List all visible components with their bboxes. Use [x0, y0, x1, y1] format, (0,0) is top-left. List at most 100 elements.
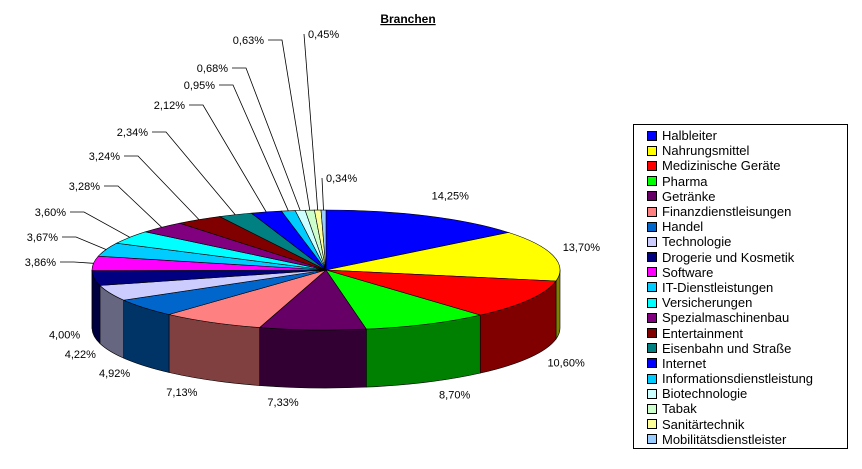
data-label: 3,86% — [25, 257, 56, 269]
legend-item: Entertainment — [647, 325, 847, 341]
legend-label: Halbleiter — [662, 128, 717, 144]
pie-slices — [91, 209, 561, 331]
legend-item: Finanzdienstleisungen — [647, 204, 847, 219]
legend-label: Software — [662, 264, 714, 280]
leader-line — [124, 155, 200, 220]
legend-label: Internet — [662, 355, 707, 371]
legend-swatch — [647, 312, 657, 323]
legend-swatch — [647, 145, 657, 156]
legend-label: Eisenbahn und Straße — [662, 340, 792, 356]
legend-label: Medizinische Geräte — [662, 158, 781, 174]
chart-title: Branchen — [380, 12, 435, 26]
data-label: 8,70% — [439, 389, 470, 401]
legend-swatch — [647, 373, 657, 384]
legend-swatch — [647, 282, 657, 293]
legend-swatch — [647, 343, 657, 354]
data-label: 0,68% — [197, 63, 228, 75]
slice-side — [259, 327, 367, 389]
leader-line — [104, 185, 162, 228]
leader-line — [219, 84, 289, 211]
legend-label: Pharma — [662, 173, 708, 189]
legend-label: Tabak — [662, 401, 697, 417]
legend-label: Technologie — [662, 234, 732, 250]
legend-item: Medizinische Geräte — [647, 158, 847, 173]
leader-line — [70, 211, 130, 238]
leader-line — [60, 261, 94, 264]
legend-item: Spezialmaschinenbau — [647, 310, 847, 325]
data-label: 10,60% — [547, 358, 585, 370]
legend-item: Eisenbahn und Straße — [647, 341, 847, 356]
legend-item: Tabak — [647, 401, 847, 416]
leader-line — [152, 131, 236, 215]
legend-item: Informationsdienstleistung — [647, 371, 847, 386]
leader-line — [62, 236, 107, 250]
data-label: 0,95% — [184, 80, 215, 92]
legend-label: Informationsdienstleistung — [662, 371, 814, 387]
data-label: 3,24% — [89, 151, 120, 163]
pie-slice-4 — [325, 269, 482, 330]
legend-swatch — [647, 176, 657, 187]
data-label: 2,34% — [117, 127, 148, 139]
leader-line — [232, 67, 301, 211]
legend-item: Versicherungen — [647, 295, 847, 310]
legend-swatch — [647, 328, 657, 339]
legend-swatch — [647, 267, 657, 278]
legend-swatch — [647, 358, 657, 369]
data-label: 2,12% — [154, 100, 185, 112]
pie-slice-3 — [325, 269, 557, 316]
legend-item: Pharma — [647, 174, 847, 189]
legend-item: IT-Dienstleistungen — [647, 280, 847, 295]
legend-label: Nahrungsmittel — [662, 143, 750, 159]
leader-line — [321, 177, 324, 211]
pie-slice-2 — [325, 232, 561, 282]
data-label: 7,13% — [166, 387, 197, 399]
data-label: 4,92% — [99, 368, 130, 380]
data-label: 3,60% — [35, 207, 66, 219]
legend-item: Halbleiter — [647, 128, 847, 143]
legend-label: Handel — [662, 219, 704, 235]
pie-slice-1 — [325, 209, 510, 271]
legend: Halbleiter Nahrungsmittel Medizinische Ger… — [633, 124, 848, 449]
legend-label: IT-Dienstleistungen — [662, 279, 774, 295]
legend-swatch — [647, 236, 657, 247]
data-label: 3,67% — [27, 232, 58, 244]
legend-item: Getränke — [647, 189, 847, 204]
legend-item: Software — [647, 265, 847, 280]
legend-swatch — [647, 160, 657, 171]
pie-sides — [91, 269, 561, 389]
data-label: 4,00% — [49, 330, 80, 342]
legend-swatch — [647, 252, 657, 263]
data-label: 13,70% — [563, 242, 601, 254]
legend-swatch — [647, 221, 657, 232]
legend-label: Entertainment — [662, 325, 743, 341]
legend-item: Drogerie und Kosmetik — [647, 250, 847, 265]
data-label: 3,28% — [69, 181, 100, 193]
legend-swatch — [647, 419, 657, 430]
data-label: 4,22% — [65, 349, 96, 361]
pie-slice-5 — [258, 269, 367, 331]
legend-swatch — [647, 191, 657, 202]
data-label: 0,45% — [308, 29, 339, 41]
legend-item: Nahrungsmittel — [647, 143, 847, 158]
legend-swatch — [647, 388, 657, 399]
leader-line — [303, 33, 319, 211]
data-label: 14,25% — [432, 191, 470, 203]
legend-swatch — [647, 297, 657, 308]
legend-item: Handel — [647, 219, 847, 234]
legend-item: Biotechnologie — [647, 386, 847, 401]
legend-item: Internet — [647, 356, 847, 371]
legend-swatch — [647, 130, 657, 141]
leader-lines — [60, 33, 324, 264]
legend-label: Spezialmaschinenbau — [662, 310, 790, 326]
legend-label: Versicherungen — [662, 295, 753, 311]
pie-slice-6 — [168, 269, 327, 328]
pie-slice-21 — [320, 209, 327, 271]
legend-item: Technologie — [647, 234, 847, 249]
leader-line — [268, 39, 311, 211]
legend-swatch — [647, 434, 657, 445]
data-label: 0,63% — [233, 35, 264, 47]
legend-label: Sanitärtechnik — [662, 416, 745, 432]
legend-label: Finanzdienstleisungen — [662, 204, 792, 220]
data-labels: 14,25%13,70%10,60%8,70%7,33%7,13%4,92%4,… — [25, 29, 600, 409]
legend-label: Mobilitätsdienstleister — [662, 431, 787, 447]
